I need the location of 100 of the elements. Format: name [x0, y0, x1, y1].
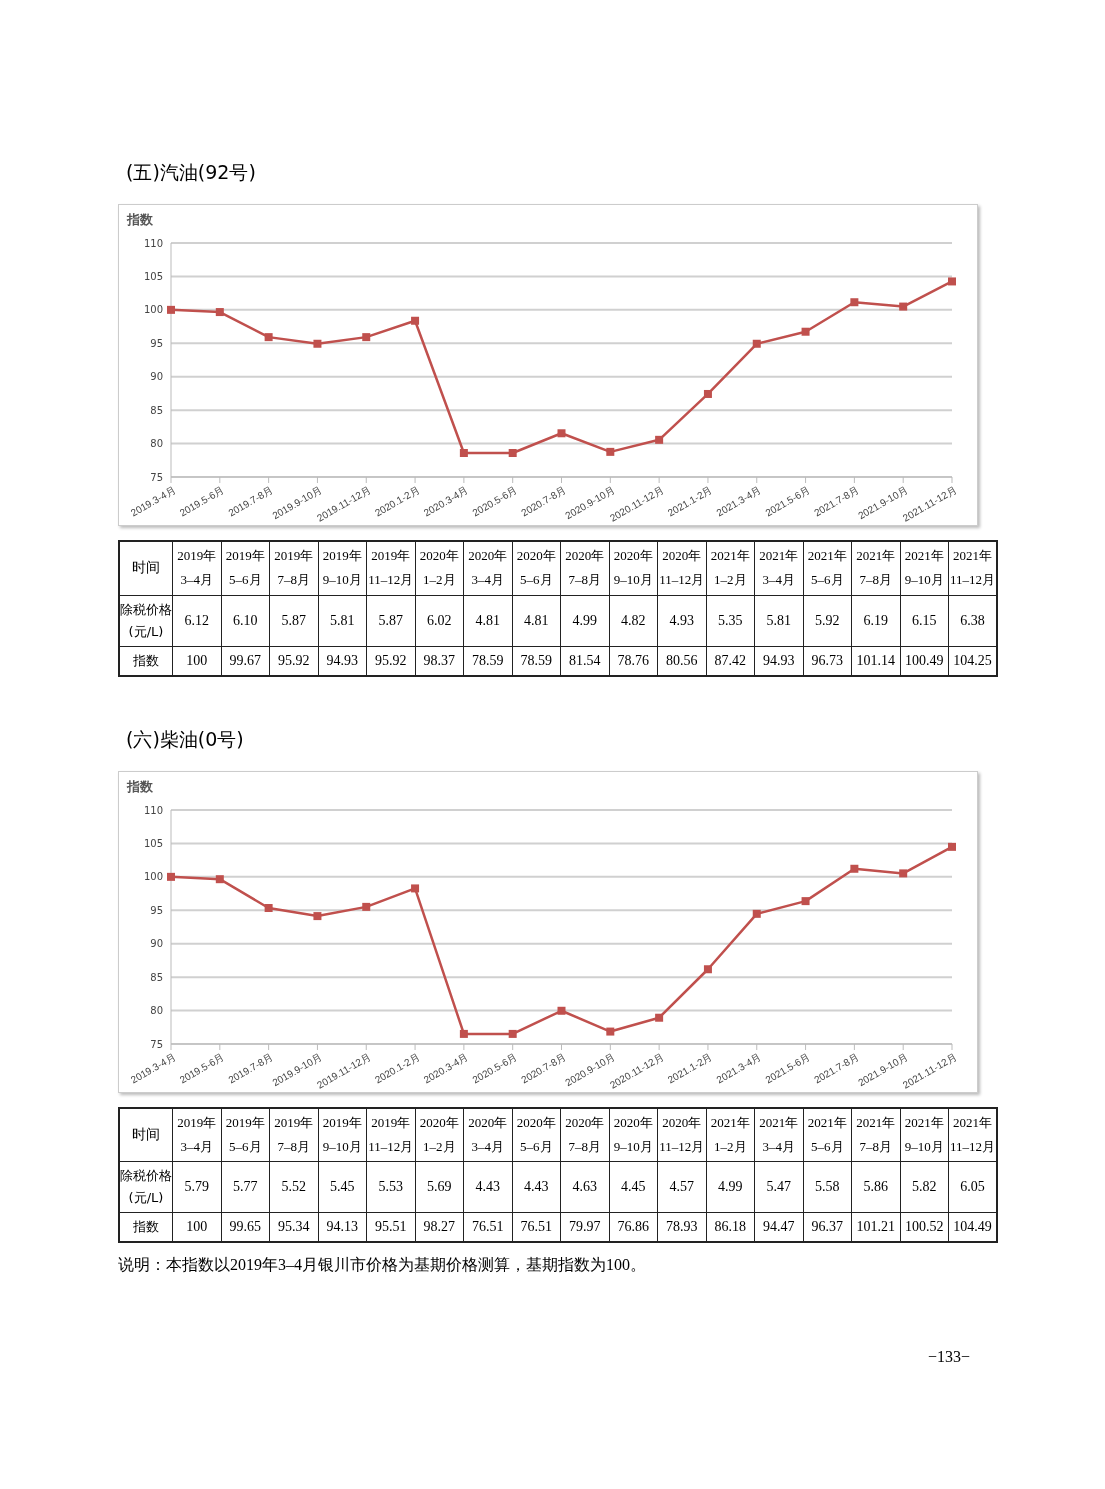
data-label: 101.21 — [851, 1212, 900, 1242]
data-label: 100.52 — [900, 1212, 949, 1242]
legend-label: 指数 — [119, 1212, 173, 1242]
category-label: 2021年 3–4月 — [754, 1107, 803, 1162]
y-tick-label: 95 — [150, 904, 163, 916]
category-label: 2021年 9–10月 — [900, 1107, 949, 1162]
point — [459, 1029, 468, 1038]
point — [948, 277, 956, 286]
point — [606, 447, 615, 456]
category-label: 2020年 1–2月 — [415, 1107, 464, 1162]
data-label: 5.79 — [172, 1161, 221, 1213]
point — [362, 902, 371, 911]
y-tick-label: 95 — [150, 337, 163, 349]
text: 说明：本指数以2019年3–4月银川市价格为基期价格测算，基期指数为100。 — [118, 1255, 647, 1275]
category-label: 2019年 11–12月 — [366, 1107, 415, 1162]
data-label: 5.81 — [754, 595, 803, 646]
y-axis-title: 指数 — [127, 777, 153, 796]
data-label: 78.76 — [609, 646, 658, 676]
point — [508, 449, 517, 457]
text: 时间 — [119, 1107, 173, 1162]
y-tick-label: 85 — [150, 404, 163, 416]
y-tick-label: 105 — [143, 837, 163, 849]
y-tick-label: 100 — [143, 304, 163, 316]
point — [703, 389, 712, 398]
category-label: 2019年 3–4月 — [172, 541, 221, 595]
data-label: 96.37 — [803, 1212, 852, 1242]
data-label: 6.19 — [851, 595, 900, 646]
category-label: 2019年 3–4月 — [172, 1107, 221, 1162]
data-label: 5.87 — [269, 595, 318, 646]
data-label: 4.99 — [560, 595, 609, 646]
data-label: 4.93 — [657, 595, 706, 646]
data-label: 5.87 — [366, 595, 415, 646]
chart-title: (六)柴油(0号) — [126, 726, 245, 752]
y-tick-label: 90 — [150, 371, 163, 383]
category-label: 2021年 5–6月 — [803, 541, 852, 595]
data-label: 5.92 — [803, 595, 852, 646]
y-tick-label: 110 — [143, 804, 163, 816]
category-label: 2020年 9–10月 — [609, 1107, 658, 1162]
data-label: 5.52 — [269, 1161, 318, 1213]
data-label: 6.15 — [900, 595, 949, 646]
data-label: 94.13 — [318, 1212, 367, 1242]
point — [557, 429, 566, 438]
category-label: 2019年 11–12月 — [366, 541, 415, 595]
data-label: 99.65 — [221, 1212, 270, 1242]
data-label: 95.34 — [269, 1212, 318, 1242]
data-label: 76.86 — [609, 1212, 658, 1242]
data-label: 94.93 — [754, 646, 803, 676]
text: −133− — [928, 1348, 972, 1366]
data-label: 98.27 — [415, 1212, 464, 1242]
y-tick-label: 80 — [150, 1004, 163, 1016]
point — [850, 864, 859, 873]
data-label: 6.12 — [172, 595, 221, 646]
data-label: 100.49 — [900, 646, 949, 676]
point — [557, 1006, 566, 1015]
data-label: 6.38 — [948, 595, 997, 646]
data-label: 104.25 — [948, 646, 997, 676]
y-tick-label: 85 — [150, 971, 163, 983]
data-label: 95.92 — [366, 646, 415, 676]
data-label: 96.73 — [803, 646, 852, 676]
category-label: 2020年 11–12月 — [657, 541, 706, 595]
data-label: 5.35 — [706, 595, 755, 646]
data-label: 4.81 — [463, 595, 512, 646]
point — [899, 302, 908, 311]
y-tick-label: 80 — [150, 438, 163, 450]
y-tick-label: 90 — [150, 937, 163, 949]
category-label: 2020年 5–6月 — [512, 541, 561, 595]
data-label: 4.99 — [706, 1161, 755, 1213]
data-label: 100 — [172, 1212, 221, 1242]
data-label: 4.81 — [512, 595, 561, 646]
data-label: 99.67 — [221, 646, 270, 676]
data-label: 6.05 — [948, 1161, 997, 1213]
point — [752, 909, 761, 918]
point — [703, 964, 712, 973]
data-label: 94.93 — [318, 646, 367, 676]
y-tick-label: 75 — [150, 471, 163, 483]
data-label: 80.56 — [657, 646, 706, 676]
category-label: 2020年 1–2月 — [415, 541, 464, 595]
category-label: 2021年 11–12月 — [948, 1107, 997, 1162]
point — [899, 868, 908, 877]
data-label: 4.43 — [512, 1161, 561, 1213]
point — [508, 1029, 517, 1038]
data-label: 100 — [172, 646, 221, 676]
data-label: 94.47 — [754, 1212, 803, 1242]
y-axis-title: 指数 — [127, 211, 153, 229]
data-label: 4.63 — [560, 1161, 609, 1213]
y-tick-label: 75 — [150, 1038, 163, 1050]
category-label: 2020年 5–6月 — [512, 1107, 561, 1162]
data-label: 95.92 — [269, 646, 318, 676]
data-label: 76.51 — [512, 1212, 561, 1242]
data-label: 5.47 — [754, 1161, 803, 1213]
data-label: 87.42 — [706, 646, 755, 676]
point — [850, 298, 859, 307]
point — [167, 305, 175, 314]
point — [948, 842, 956, 851]
y-tick-label: 110 — [143, 237, 163, 249]
category-label: 2021年 7–8月 — [851, 1107, 900, 1162]
data-label: 5.45 — [318, 1161, 367, 1213]
category-label: 2021年 1–2月 — [706, 1107, 755, 1162]
category-label: 2021年 1–2月 — [706, 541, 755, 595]
category-label: 2020年 11–12月 — [657, 1107, 706, 1162]
